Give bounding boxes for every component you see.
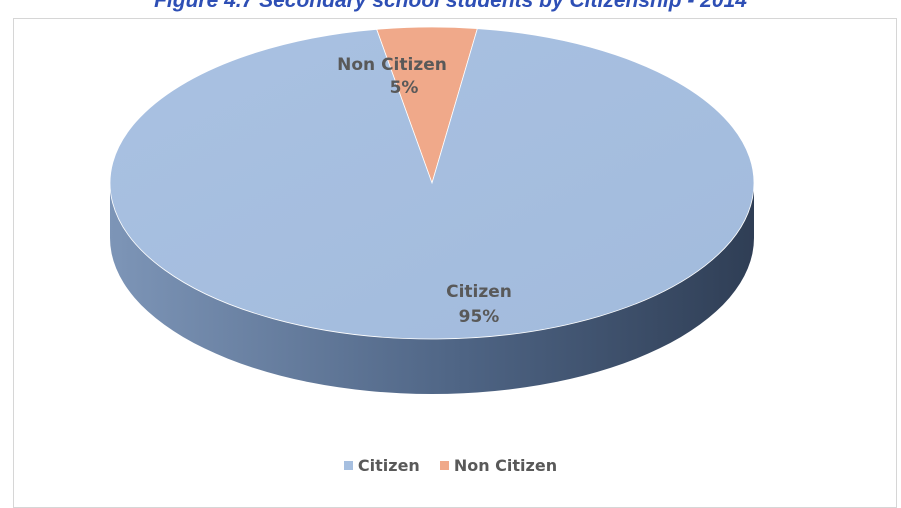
pie-slice-citizen [109, 28, 755, 340]
chart-title: Figure 4.7 Secondary school students by … [154, 0, 747, 12]
legend-swatch-citizen [343, 461, 353, 470]
pie-top-group [109, 26, 755, 340]
pie-side-wall [110, 183, 754, 394]
slice-label-citizen-value: 95% [459, 307, 500, 327]
legend-item-citizen: Citizen [343, 456, 420, 475]
legend-label-citizen: Citizen [357, 456, 420, 475]
pie-side-group [110, 183, 754, 394]
pie-chart: Non Citizen 5% Citizen 95% [109, 26, 755, 394]
slice-label-non-citizen-value: 5% [390, 78, 419, 98]
legend-swatch-non-citizen [439, 461, 449, 470]
slice-label-non-citizen-name: Non Citizen [337, 55, 447, 75]
legend: Citizen Non Citizen [0, 456, 901, 475]
slice-label-citizen-name: Citizen [446, 282, 512, 302]
legend-item-non-citizen: Non Citizen [439, 456, 558, 475]
legend-label-non-citizen: Non Citizen [453, 456, 558, 475]
pie-label-group: Non Citizen 5% Citizen 95% [337, 55, 512, 327]
